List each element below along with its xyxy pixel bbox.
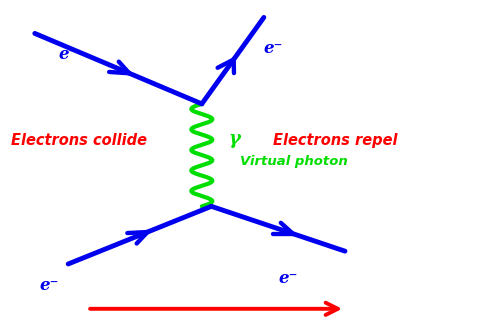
Text: e⁻: e⁻ bbox=[264, 40, 283, 57]
Text: e⁻: e⁻ bbox=[278, 270, 298, 287]
Text: γ: γ bbox=[228, 130, 240, 148]
Text: e⁻: e⁻ bbox=[59, 46, 78, 63]
Text: Virtual photon: Virtual photon bbox=[240, 155, 348, 168]
Text: Electrons repel: Electrons repel bbox=[274, 133, 398, 149]
Text: e⁻: e⁻ bbox=[39, 276, 59, 294]
Text: Electrons collide: Electrons collide bbox=[11, 133, 147, 149]
